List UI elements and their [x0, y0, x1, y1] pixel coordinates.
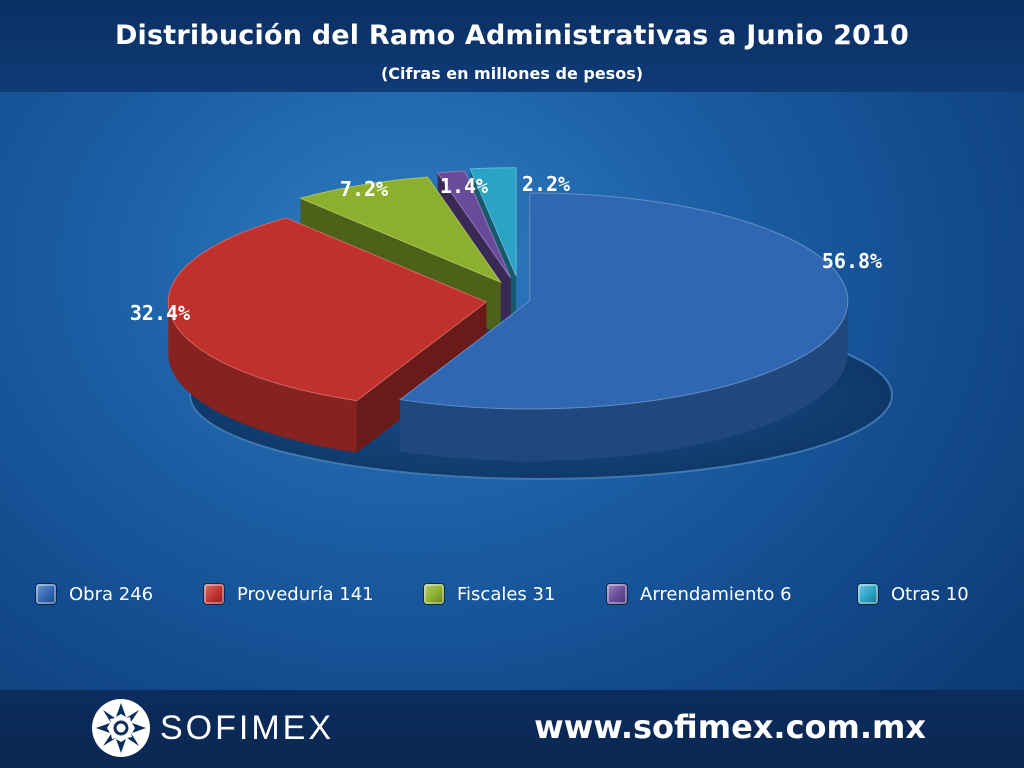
website-url: www.sofimex.com.mx: [534, 708, 926, 746]
pie-top-obra: [398, 192, 849, 410]
pct-label-obra: 56.8%: [822, 249, 882, 273]
pct-label-fiscales: 7.2%: [340, 177, 388, 201]
legend-label-fiscales: Fiscales 31: [457, 583, 556, 605]
pie-side-proveduria-0: [168, 301, 357, 453]
pct-label-proveduria: 32.4%: [130, 301, 190, 325]
sofimex-emblem-icon: [92, 699, 150, 757]
sofimex-logo: SOFIMEX: [90, 696, 334, 760]
legend: Obra 246 Proveduría 141 Fiscales 31 Arre…: [0, 580, 1024, 608]
header-band: [0, 0, 1024, 92]
pct-label-otras: 2.2%: [522, 172, 570, 196]
pie-slice-proveduria: [167, 217, 488, 453]
chart-subtitle: (Cifras en millones de pesos): [380, 64, 644, 83]
pie-slice-obra: [398, 192, 849, 461]
logo-wordmark: SOFIMEX: [160, 708, 335, 747]
legend-swatch-otras: [858, 584, 878, 604]
legend-swatch-arrendamiento: [607, 584, 627, 604]
legend-item-fiscales: Fiscales 31: [424, 580, 555, 608]
pie-chart: 56.8% 32.4% 7.2% 1.4% 2.2%: [130, 167, 893, 480]
legend-swatch-obra: [36, 584, 56, 604]
pie-top-arrendamiento: [436, 170, 512, 279]
legend-label-arrendamiento: Arrendamiento 6: [640, 583, 792, 605]
legend-item-proveduria: Proveduría 141: [204, 580, 374, 608]
pie-labels: 56.8% 32.4% 7.2% 1.4% 2.2%: [130, 172, 882, 325]
legend-swatch-proveduria: [204, 584, 224, 604]
legend-label-obra: Obra 246: [69, 583, 154, 605]
pie-side-obra-0: [400, 300, 848, 461]
legend-item-obra: Obra 246: [36, 580, 153, 608]
legend-label-otras: Otras 10: [891, 583, 969, 605]
pct-label-arrendamiento: 1.4%: [440, 174, 488, 198]
legend-item-arrendamiento: Arrendamiento 6: [607, 580, 792, 608]
chart-title: Distribución del Ramo Administrativas a …: [114, 20, 910, 51]
pie-top-proveduria: [167, 217, 488, 402]
pie-top-otras: [469, 167, 517, 276]
legend-label-proveduria: Proveduría 141: [237, 583, 374, 605]
footer-bar: SOFIMEX www.sofimex.com.mx: [0, 690, 1024, 768]
pie-top-fiscales: [299, 176, 503, 284]
legend-swatch-fiscales: [424, 584, 444, 604]
legend-item-otras: Otras 10: [858, 580, 969, 608]
pie-slices: [167, 167, 849, 461]
